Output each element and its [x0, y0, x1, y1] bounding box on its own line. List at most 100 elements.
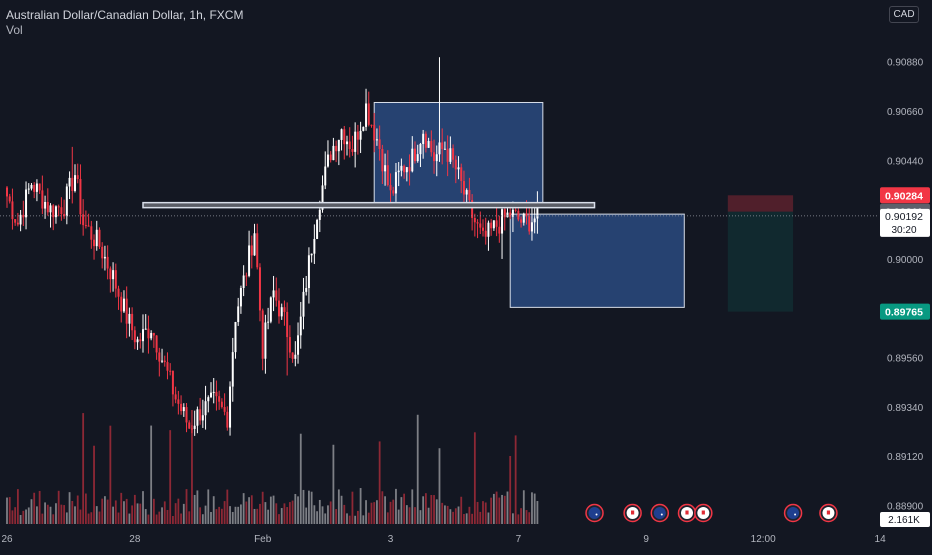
candle-body: [498, 226, 501, 234]
x-tick-label: 7: [516, 534, 522, 545]
y-tick-label: 0.89340: [887, 403, 924, 414]
candle: [340, 128, 343, 151]
candle-body: [133, 330, 136, 343]
candle-body: [112, 270, 115, 280]
event-ca-icon[interactable]: [623, 503, 642, 523]
candle: [536, 191, 539, 234]
volume-bar: [74, 506, 76, 524]
volume-bar: [452, 511, 454, 524]
currency-badge[interactable]: CAD: [889, 6, 919, 23]
candle-body: [125, 298, 128, 324]
volume-bar: [305, 507, 308, 524]
event-ca-icon[interactable]: [677, 503, 697, 523]
candle-body: [35, 183, 38, 192]
event-ca-icon[interactable]: [819, 503, 838, 523]
candle: [424, 131, 427, 153]
candle-body: [337, 139, 340, 152]
candle-body: [403, 165, 406, 173]
supply-zone-box[interactable]: [373, 101, 544, 208]
candle: [473, 213, 476, 237]
candle: [103, 245, 106, 271]
volume-bar: [378, 441, 381, 524]
volume-bar: [196, 490, 199, 524]
volume-bar: [41, 513, 44, 524]
candle: [359, 121, 362, 154]
candle: [234, 321, 237, 359]
candle: [106, 245, 109, 280]
volume-bar: [302, 489, 305, 524]
volume-bar: [310, 491, 313, 524]
volume-bar: [128, 513, 131, 524]
candle-body: [509, 212, 512, 217]
candle-body: [229, 386, 232, 428]
candle-body: [258, 267, 261, 311]
event-au-icon[interactable]: [650, 503, 670, 523]
candle-body: [316, 219, 319, 239]
candle-body: [158, 352, 161, 362]
target-zone-box[interactable]: [509, 213, 685, 308]
volume-bar: [63, 505, 66, 524]
candle-body: [283, 307, 286, 312]
volume-bar: [479, 511, 482, 524]
volume-indicator-label[interactable]: Vol: [6, 23, 23, 37]
candle-body: [503, 209, 506, 218]
candle: [193, 410, 196, 436]
horizontal-level-line[interactable]: [142, 201, 596, 209]
candle: [373, 112, 376, 153]
volume-bar: [25, 509, 27, 524]
candle: [313, 224, 316, 265]
candle: [482, 219, 484, 237]
candle: [286, 302, 289, 376]
volume-bar: [22, 510, 25, 524]
candle-body: [267, 321, 270, 323]
volume-bar: [234, 506, 237, 524]
candle: [438, 57, 441, 162]
volume-bar: [71, 500, 74, 524]
take-profit-zone[interactable]: [727, 211, 794, 312]
volume-bar: [430, 494, 433, 524]
volume-bar: [316, 511, 318, 524]
event-au-icon[interactable]: [783, 503, 803, 523]
candle-body: [318, 209, 321, 220]
volume-bar: [343, 504, 346, 524]
candle-body: [514, 209, 517, 211]
stop-loss-zone[interactable]: [727, 195, 794, 212]
volume-bar: [79, 509, 82, 524]
candle-body: [196, 409, 199, 426]
candle-body: [8, 196, 11, 202]
volume-bar: [291, 500, 294, 524]
volume-bar: [133, 494, 136, 524]
event-ca-icon[interactable]: [694, 503, 713, 523]
candle: [520, 216, 523, 228]
candle: [460, 163, 463, 194]
volume-bar: [416, 414, 419, 524]
candle-body: [443, 148, 446, 150]
candle-series: [6, 57, 539, 436]
candle: [446, 135, 449, 177]
candle-body: [93, 239, 96, 247]
volume-bar: [199, 507, 202, 524]
candle: [365, 88, 368, 131]
volume-bar: [201, 514, 204, 524]
volume-bar: [152, 498, 155, 524]
volume-bar: [367, 512, 370, 524]
candle: [82, 199, 85, 236]
volume-bar: [114, 500, 117, 524]
candle: [74, 164, 76, 193]
candle: [139, 332, 142, 349]
symbol-title[interactable]: Australian Dollar/Canadian Dollar, 1h, F…: [6, 8, 244, 22]
candle: [65, 183, 68, 225]
volume-bar: [329, 501, 332, 524]
candle-body: [324, 166, 327, 186]
candle-body: [269, 297, 272, 322]
x-tick-label: Feb: [254, 534, 272, 545]
volume-bar: [87, 513, 90, 524]
candle: [278, 288, 280, 324]
candle-body: [220, 401, 223, 408]
event-au-icon[interactable]: [585, 503, 604, 523]
x-tick-label: 3: [388, 534, 394, 545]
candle-body: [408, 167, 411, 172]
volume-bar: [460, 496, 463, 524]
